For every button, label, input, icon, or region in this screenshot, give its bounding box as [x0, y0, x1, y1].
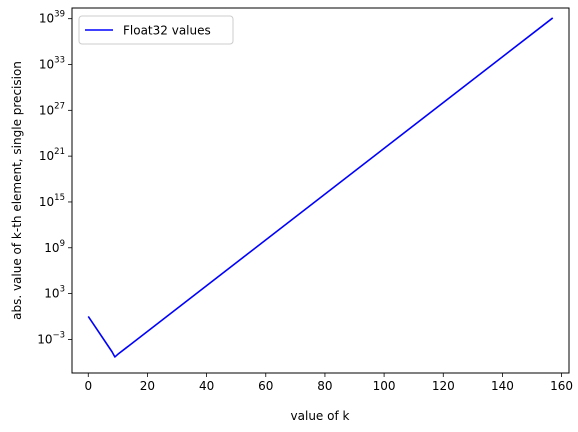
y-tick-base: 10: [39, 103, 54, 117]
x-tick-label: 80: [317, 379, 332, 393]
y-tick-exponent: 27: [54, 101, 65, 111]
y-tick-base: 10: [39, 195, 54, 209]
y-tick-exponent: 39: [54, 10, 65, 20]
y-tick-exponent: 9: [60, 239, 65, 249]
plot-frame: [71, 7, 570, 374]
legend-label: Float32 values: [123, 24, 211, 38]
y-axis-label: abs. value of k-th element, single preci…: [10, 61, 24, 320]
y-tick-base: 10: [44, 241, 59, 255]
y-tick-label: 1021: [39, 147, 65, 163]
y-tick-label: 1033: [39, 56, 65, 72]
y-tick-base: 10: [44, 287, 59, 301]
x-tick-label: 120: [432, 379, 455, 393]
y-tick-base: 10: [37, 332, 52, 346]
y-tick-base: 10: [39, 149, 54, 163]
y-tick-exponent: 15: [54, 193, 65, 203]
y-tick-base: 10: [39, 58, 54, 72]
x-tick-label: 140: [491, 379, 514, 393]
y-tick-label: 1027: [39, 101, 65, 117]
series-line-0: [87, 17, 554, 358]
y-tick-label: 1015: [39, 193, 65, 209]
x-tick-label: 60: [258, 379, 273, 393]
y-tick-base: 10: [39, 12, 54, 26]
y-tick-exponent: −3: [52, 330, 65, 340]
plot-layer: [87, 17, 554, 358]
y-tick-exponent: 3: [60, 285, 65, 295]
legend-box: [78, 15, 234, 45]
x-tick-label: 40: [199, 379, 214, 393]
x-axis: 0 20 40 60 80 100 120 140 160: [84, 373, 573, 393]
x-tick-label: 0: [84, 379, 92, 393]
x-tick-label: 100: [373, 379, 396, 393]
legend: Float32 values: [78, 15, 234, 45]
x-tick-label: 20: [140, 379, 155, 393]
y-tick-exponent: 33: [54, 56, 65, 66]
y-tick-label: 103: [44, 285, 65, 301]
y-tick-exponent: 21: [54, 147, 65, 157]
x-axis-label: value of k: [291, 409, 350, 423]
y-tick-label: 1039: [39, 10, 65, 26]
x-tick-label: 160: [550, 379, 573, 393]
y-tick-label: 109: [44, 239, 65, 255]
y-tick-label: 10−3: [37, 330, 65, 346]
